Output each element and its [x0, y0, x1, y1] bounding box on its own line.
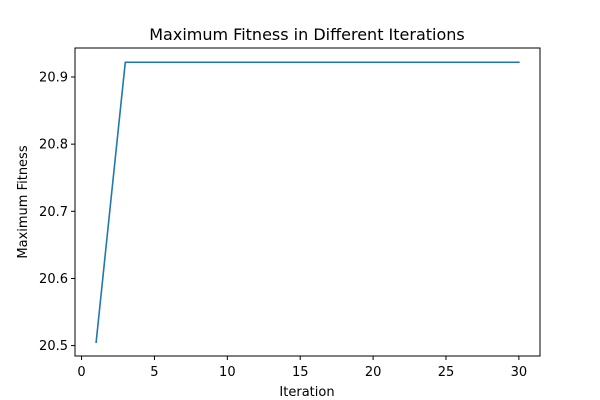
plot-area: 0 5 10 15 20 25 30 20.5 20.6 20.7 20.8 20.9: [39, 47, 541, 380]
x-tick-label-25: 25: [438, 365, 455, 380]
y-tick-label-20.7: 20.7: [39, 205, 68, 220]
x-tick-label-30: 30: [511, 365, 528, 380]
y-axis-title: Maximum Fitness: [16, 145, 31, 258]
x-tick-label-10: 10: [219, 365, 236, 380]
x-tick-label-0: 0: [77, 365, 85, 380]
x-axis-title: Iteration: [279, 385, 334, 400]
x-tick-label-20: 20: [365, 365, 382, 380]
y-tick-label-20.5: 20.5: [39, 339, 68, 354]
x-tick-label-5: 5: [150, 365, 158, 380]
plot-frame: [74, 47, 541, 357]
series-line-0: [95, 61, 520, 344]
y-tick-label-20.9: 20.9: [39, 71, 68, 86]
chart-title: Maximum Fitness in Different Iterations: [149, 25, 465, 44]
y-tick-label-20.8: 20.8: [39, 138, 68, 153]
x-tick-label-15: 15: [292, 365, 309, 380]
y-tick-label-20.6: 20.6: [39, 272, 68, 287]
